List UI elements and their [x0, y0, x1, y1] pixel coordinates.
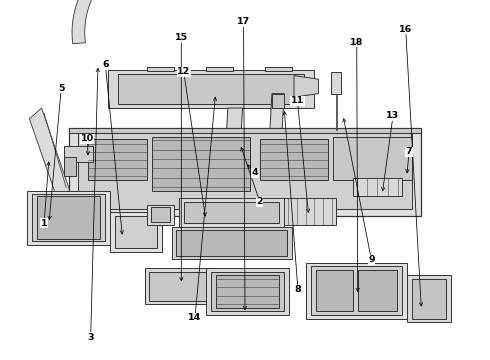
Text: 8: 8: [294, 285, 301, 294]
Polygon shape: [206, 67, 233, 71]
Text: 14: 14: [188, 313, 202, 322]
Polygon shape: [179, 198, 284, 227]
Polygon shape: [331, 72, 341, 94]
Text: 2: 2: [256, 197, 263, 206]
Polygon shape: [64, 157, 76, 176]
Text: 17: 17: [237, 17, 250, 26]
Text: 13: 13: [387, 111, 399, 120]
Polygon shape: [32, 194, 105, 241]
Polygon shape: [216, 275, 279, 308]
Polygon shape: [228, 151, 243, 169]
Polygon shape: [306, 263, 407, 319]
Polygon shape: [206, 268, 289, 315]
Polygon shape: [316, 270, 353, 311]
Polygon shape: [149, 272, 208, 301]
Polygon shape: [412, 279, 446, 319]
Text: 7: 7: [406, 148, 413, 156]
Polygon shape: [172, 227, 292, 259]
Polygon shape: [69, 128, 421, 216]
Text: 12: 12: [177, 68, 191, 77]
Polygon shape: [151, 207, 170, 222]
Polygon shape: [72, 0, 180, 44]
Text: 6: 6: [102, 60, 109, 69]
Polygon shape: [176, 230, 287, 256]
Polygon shape: [184, 202, 279, 223]
Polygon shape: [294, 76, 318, 97]
Text: 9: 9: [368, 256, 375, 264]
Text: 1: 1: [41, 219, 48, 228]
Text: 18: 18: [350, 38, 364, 47]
Text: 11: 11: [291, 96, 304, 105]
Polygon shape: [353, 178, 402, 196]
Polygon shape: [27, 191, 110, 245]
Text: 16: 16: [399, 25, 413, 34]
Polygon shape: [37, 196, 100, 239]
Polygon shape: [311, 266, 402, 315]
Polygon shape: [108, 70, 314, 108]
Polygon shape: [211, 272, 284, 311]
Text: 15: 15: [175, 33, 188, 42]
Polygon shape: [118, 74, 304, 104]
Polygon shape: [147, 67, 174, 71]
Polygon shape: [152, 137, 250, 191]
Text: 3: 3: [87, 333, 94, 342]
Polygon shape: [115, 216, 157, 248]
Text: 10: 10: [81, 134, 94, 143]
Polygon shape: [260, 139, 328, 180]
Text: 4: 4: [251, 168, 258, 177]
Polygon shape: [29, 108, 71, 203]
Polygon shape: [358, 270, 397, 311]
Polygon shape: [64, 146, 93, 162]
Polygon shape: [147, 205, 174, 225]
Polygon shape: [407, 275, 451, 322]
Text: 5: 5: [58, 84, 65, 93]
Polygon shape: [225, 108, 243, 151]
Polygon shape: [69, 128, 421, 133]
Polygon shape: [333, 137, 412, 180]
Polygon shape: [88, 139, 147, 180]
Polygon shape: [270, 94, 284, 137]
Polygon shape: [110, 212, 162, 252]
Polygon shape: [265, 67, 292, 71]
Polygon shape: [145, 268, 213, 304]
Polygon shape: [272, 94, 284, 108]
Polygon shape: [230, 153, 240, 167]
Polygon shape: [78, 133, 412, 209]
Polygon shape: [284, 198, 336, 225]
